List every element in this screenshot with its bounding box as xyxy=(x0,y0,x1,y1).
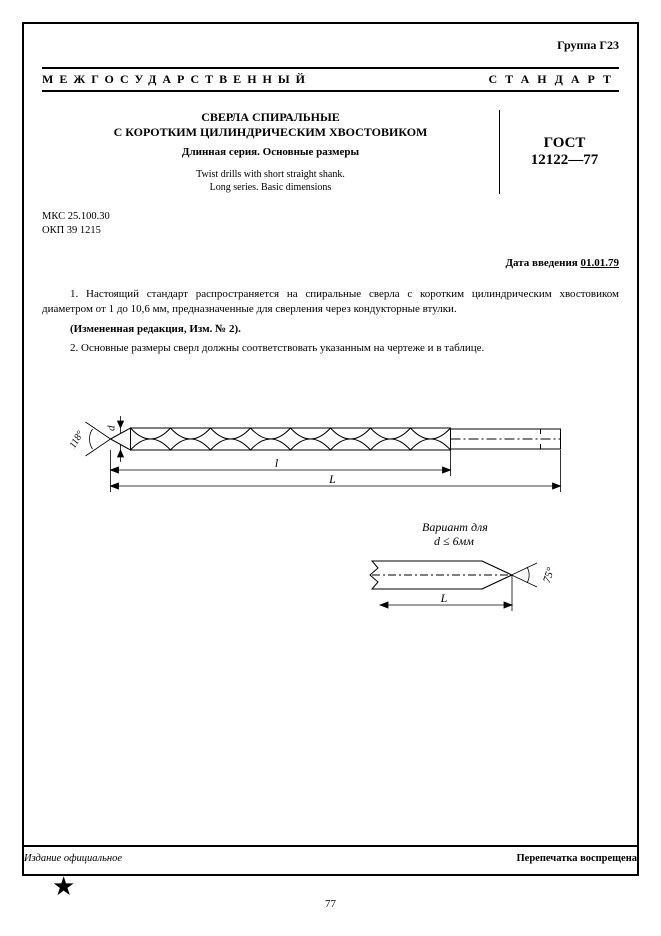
banner-right: СТАНДАРТ xyxy=(489,72,619,87)
standard-name: ГОСТ xyxy=(510,135,619,152)
drill-diagram-variant: Вариант для d ≤ 6мм 75° L xyxy=(362,519,582,629)
mks-code: МКС 25.100.30 xyxy=(42,210,619,224)
length-l-label: l xyxy=(275,456,279,470)
title-ru-line3: Длинная серия. Основные размеры xyxy=(42,146,499,158)
standard-id: ГОСТ 12122—77 xyxy=(499,110,619,194)
page-number: 77 xyxy=(0,898,661,910)
title-ru-line1: СВЕРЛА СПИРАЛЬНЫЕ xyxy=(42,110,499,125)
classification-codes: МКС 25.100.30 ОКП 39 1215 xyxy=(42,210,619,237)
variant-title-2: d ≤ 6мм xyxy=(434,534,474,548)
angle-118-label: 118° xyxy=(68,429,87,450)
page-footer: Издание официальное Перепечатка воспреще… xyxy=(24,845,637,864)
title-en-line1: Twist drills with short straight shank. xyxy=(42,168,499,181)
paragraph-1: 1. Настоящий стандарт распространяется н… xyxy=(42,287,619,317)
paragraph-1-amend: (Измененная редакция, Изм. № 2). xyxy=(42,323,619,335)
variant-length-label: L xyxy=(440,591,448,605)
footer-right: Перепечатка воспрещена xyxy=(517,853,637,864)
intro-date: Дата введения 01.01.79 xyxy=(42,257,619,269)
title-en-line2: Long series. Basic dimensions xyxy=(42,181,499,194)
diameter-d-label: d xyxy=(106,425,118,431)
variant-title-1: Вариант для xyxy=(422,520,488,534)
okp-code: ОКП 39 1215 xyxy=(42,224,619,238)
drill-diagram-main: 118° d xyxy=(42,384,619,504)
paragraph-2: 2. Основные размеры сверл должны соответ… xyxy=(42,341,619,356)
footer-left: Издание официальное xyxy=(24,853,122,864)
banner-left: МЕЖГОСУДАРСТВЕННЫЙ xyxy=(42,72,311,87)
date-label: Дата введения xyxy=(505,257,580,269)
date-value: 01.01.79 xyxy=(581,257,620,269)
group-label: Группа Г23 xyxy=(42,38,619,53)
title-left: СВЕРЛА СПИРАЛЬНЫЕ С КОРОТКИМ ЦИЛИНДРИЧЕС… xyxy=(42,110,499,194)
length-big-l-label: L xyxy=(328,472,336,486)
title-ru-line2: С КОРОТКИМ ЦИЛИНДРИЧЕСКИМ ХВОСТОВИКОМ xyxy=(42,125,499,140)
standard-number: 12122—77 xyxy=(510,152,619,169)
variant-angle-label: 75° xyxy=(541,565,557,584)
title-block: СВЕРЛА СПИРАЛЬНЫЕ С КОРОТКИМ ЦИЛИНДРИЧЕС… xyxy=(42,110,619,194)
page-frame: Группа Г23 МЕЖГОСУДАРСТВЕННЫЙ СТАНДАРТ С… xyxy=(22,22,639,876)
standard-banner: МЕЖГОСУДАРСТВЕННЫЙ СТАНДАРТ xyxy=(42,67,619,92)
